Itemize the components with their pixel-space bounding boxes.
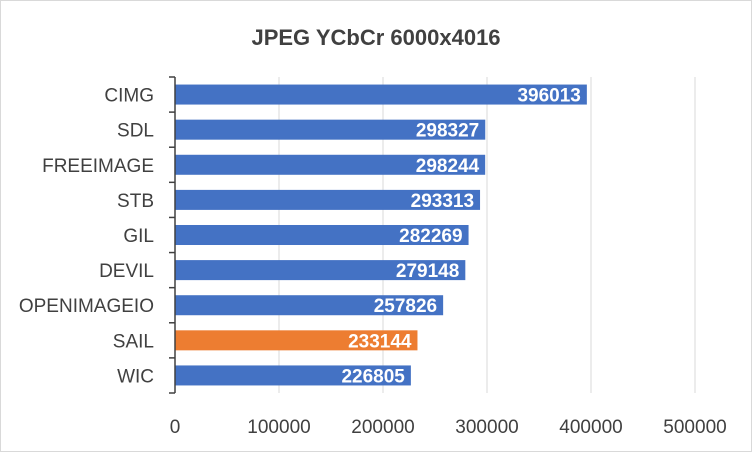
bar-cimg <box>175 84 587 105</box>
bars <box>175 84 587 386</box>
category-label: GIL <box>123 226 154 247</box>
category-label: FREEIMAGE <box>42 156 154 177</box>
bar-openimageio <box>175 295 444 316</box>
data-label: 226805 <box>341 366 405 387</box>
data-label: 282269 <box>399 226 462 247</box>
bar-sdl <box>175 119 486 140</box>
category-label: STB <box>117 191 154 212</box>
bar-stb <box>175 189 481 210</box>
category-label: CIMG <box>104 86 154 107</box>
x-tick-label: 400000 <box>559 417 622 438</box>
x-tick-label: 100000 <box>247 417 310 438</box>
category-label: DEVIL <box>99 261 154 282</box>
data-label: 298244 <box>416 156 480 177</box>
data-label: 293313 <box>411 191 474 212</box>
data-label: 279148 <box>396 261 459 282</box>
data-label: 396013 <box>517 86 580 107</box>
x-tick-label: 300000 <box>455 417 518 438</box>
bar-devil <box>175 260 466 281</box>
x-tick-label: 500000 <box>663 417 726 438</box>
chart-title: JPEG YCbCr 6000x4016 <box>251 25 500 50</box>
data-label: 233144 <box>348 331 412 352</box>
axes <box>169 76 176 394</box>
bar-wic <box>175 365 411 386</box>
category-label: SAIL <box>113 331 154 352</box>
data-label: 257826 <box>374 296 437 317</box>
x-tick-label: 200000 <box>351 417 414 438</box>
bar-sail <box>175 330 418 351</box>
data-label: 298327 <box>416 121 479 142</box>
bar-gil <box>175 224 469 246</box>
labels: 0 100000 200000 300000 400000 500000 CIMG 39601… <box>19 86 727 438</box>
x-tick-label: 0 <box>170 417 181 438</box>
category-label: SDL <box>117 121 154 142</box>
category-label: OPENIMAGEIO <box>19 296 154 317</box>
category-label: WIC <box>117 366 154 387</box>
bar-freeimage <box>175 154 486 175</box>
